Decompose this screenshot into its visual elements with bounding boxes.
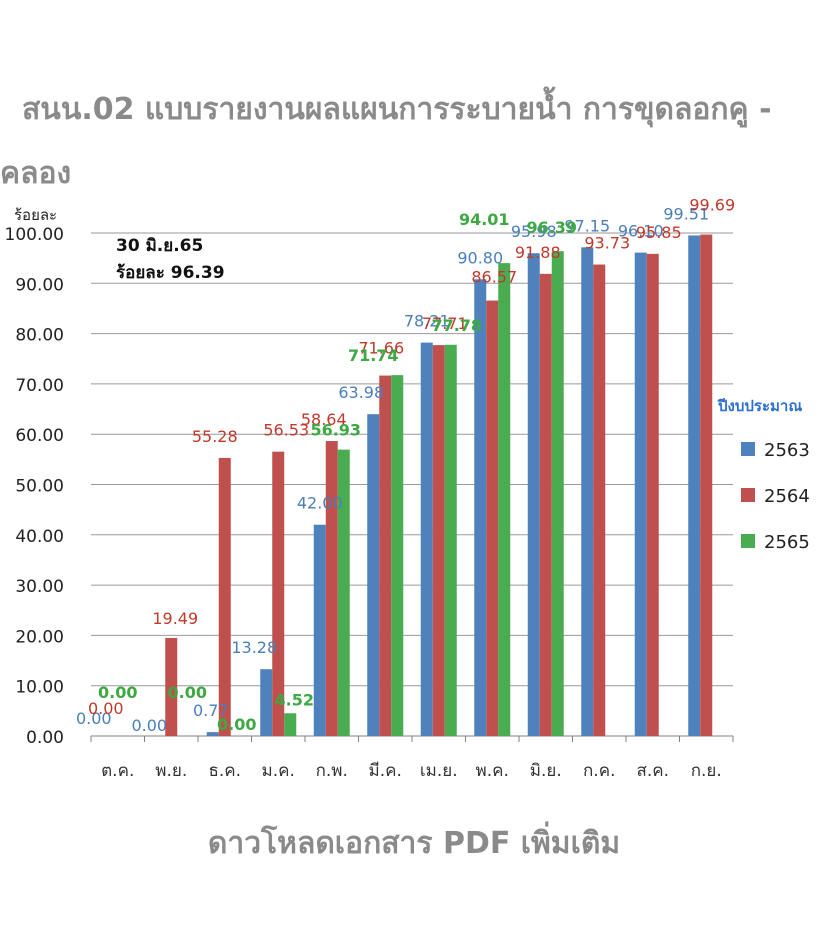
bar-2565 xyxy=(284,713,297,736)
x-tick-label: พ.ย. xyxy=(155,761,187,781)
data-label-2564: 99.69 xyxy=(689,196,735,215)
data-label-2563: 0.00 xyxy=(76,709,112,728)
data-label-2564: 58.64 xyxy=(301,410,347,429)
x-tick-label: มิ.ย. xyxy=(530,761,562,781)
y-tick-label: 80.00 xyxy=(15,326,64,346)
data-label-2564: 86.57 xyxy=(471,268,517,287)
legend-label-2564: 2564 xyxy=(764,486,810,507)
legend-label-2565: 2565 xyxy=(764,532,810,553)
bar-2565 xyxy=(337,449,350,736)
data-label-2563: 0.77 xyxy=(193,701,229,720)
y-tick-label: 40.00 xyxy=(15,527,64,547)
data-label-2563: 13.28 xyxy=(231,638,277,657)
y-tick-label: 70.00 xyxy=(15,376,64,396)
data-label-2564: 19.49 xyxy=(152,609,198,628)
page-title: สนน.02 แบบรายงานผลแผนการระบายน้ำ การขุดล… xyxy=(0,78,828,206)
bar-2564 xyxy=(593,264,606,736)
bar-2565 xyxy=(391,375,404,736)
y-tick-label: 60.00 xyxy=(15,426,64,446)
bar-2563 xyxy=(420,342,433,736)
data-label-2563: 97.15 xyxy=(564,216,610,235)
data-label-2563: 78.21 xyxy=(404,312,450,331)
bar-2565 xyxy=(498,263,511,736)
bar-2564 xyxy=(646,253,659,736)
bar-chart: 0.00 10.00 20.00 30.00 40.00 50.00 60.00 70.00 8… xyxy=(5,196,810,781)
bar-2564 xyxy=(325,441,338,736)
bar-2563 xyxy=(367,414,380,736)
data-label-2563: 95.98 xyxy=(511,222,557,241)
data-label-2565: 0.00 xyxy=(217,715,256,734)
x-tick-label: ธ.ค. xyxy=(208,761,241,781)
bar-2564 xyxy=(379,375,392,736)
x-tick-label: ม.ค. xyxy=(262,761,295,781)
data-label-2563: 96.10 xyxy=(618,222,664,241)
y-tick-label: 100.00 xyxy=(5,225,64,245)
data-label-2565: 56.93 xyxy=(310,421,361,440)
data-label-2563: 90.80 xyxy=(457,248,503,267)
data-label-2565: 71.74 xyxy=(348,346,399,365)
x-tick-label: ส.ค. xyxy=(636,761,669,781)
x-tick-label: ต.ค. xyxy=(101,761,134,781)
data-label-2563: 99.51 xyxy=(663,204,709,223)
y-axis-label: ร้อยละ xyxy=(14,206,57,224)
data-label-2564: 91.88 xyxy=(515,243,561,262)
legend-swatch-2564 xyxy=(741,488,755,502)
y-tick-label: 50.00 xyxy=(15,477,64,497)
page-title-line2: คลอง xyxy=(0,156,72,191)
y-tick-label: 0.00 xyxy=(26,728,64,748)
bar-2564 xyxy=(165,637,178,736)
bar-2563 xyxy=(313,524,326,736)
bar-2565 xyxy=(444,344,457,736)
bar-2565 xyxy=(551,251,564,736)
page-title-line1: สนน.02 แบบรายงานผลแผนการระบายน้ำ การขุดล… xyxy=(22,92,772,127)
legend-title: ปีงบประมาณ xyxy=(717,397,802,415)
annotation-value: ร้อยละ 96.39 xyxy=(116,263,225,283)
bar-2563 xyxy=(260,669,273,736)
data-label-2564: 71.66 xyxy=(358,339,404,358)
data-label-2565: 4.52 xyxy=(275,690,314,709)
data-label-2565: 94.01 xyxy=(459,210,510,229)
bar-2564 xyxy=(432,345,445,736)
x-tick-label: ก.ค. xyxy=(583,761,615,781)
download-pdf-link[interactable]: ดาวโหลดเอกสาร PDF เพิ่มเติม xyxy=(207,826,621,861)
annotation-date: 30 มิ.ย.65 xyxy=(116,236,203,256)
data-label-2563: 63.98 xyxy=(338,383,384,402)
x-tick-label: ก.พ. xyxy=(316,761,348,781)
data-label-2564: 55.28 xyxy=(192,427,238,446)
y-tick-label: 10.00 xyxy=(15,678,64,698)
data-label-2565: 0.00 xyxy=(168,683,207,702)
bar-2563 xyxy=(581,247,594,736)
data-label-2564: 77.71 xyxy=(422,314,468,333)
data-label-2564: 0.00 xyxy=(88,699,124,718)
bar-2564 xyxy=(486,300,499,736)
bar-2564 xyxy=(218,457,231,736)
data-label-2564: 56.53 xyxy=(263,421,309,440)
data-label-2564: 95.85 xyxy=(636,223,682,242)
x-tick-label: เม.ย. xyxy=(420,761,458,781)
bar-2563 xyxy=(527,253,540,737)
y-tick-label: 20.00 xyxy=(15,627,64,647)
bar-2564 xyxy=(700,234,713,736)
legend-swatch-2563 xyxy=(741,442,755,456)
data-label-2565: 77.78 xyxy=(431,316,482,335)
y-tick-label: 90.00 xyxy=(15,275,64,295)
bar-2563 xyxy=(634,252,647,736)
bar-2564 xyxy=(272,451,285,736)
data-label-2563: 42.00 xyxy=(297,494,343,513)
legend-swatch-2565 xyxy=(741,534,755,548)
bar-2563 xyxy=(688,235,701,736)
bar-2563 xyxy=(206,732,219,736)
data-label-2563: 0.00 xyxy=(131,716,167,735)
legend-label-2563: 2563 xyxy=(764,440,810,461)
data-label-2565: 96.39 xyxy=(526,218,577,237)
bar-2563 xyxy=(474,279,487,736)
x-tick-label: มี.ค. xyxy=(369,761,402,781)
data-label-2564: 93.73 xyxy=(584,234,630,253)
data-label-2565: 0.00 xyxy=(98,683,137,702)
x-tick-label: พ.ค. xyxy=(476,761,509,781)
x-tick-label: ก.ย. xyxy=(691,761,722,781)
y-tick-label: 30.00 xyxy=(15,577,64,597)
bar-2564 xyxy=(539,273,552,736)
